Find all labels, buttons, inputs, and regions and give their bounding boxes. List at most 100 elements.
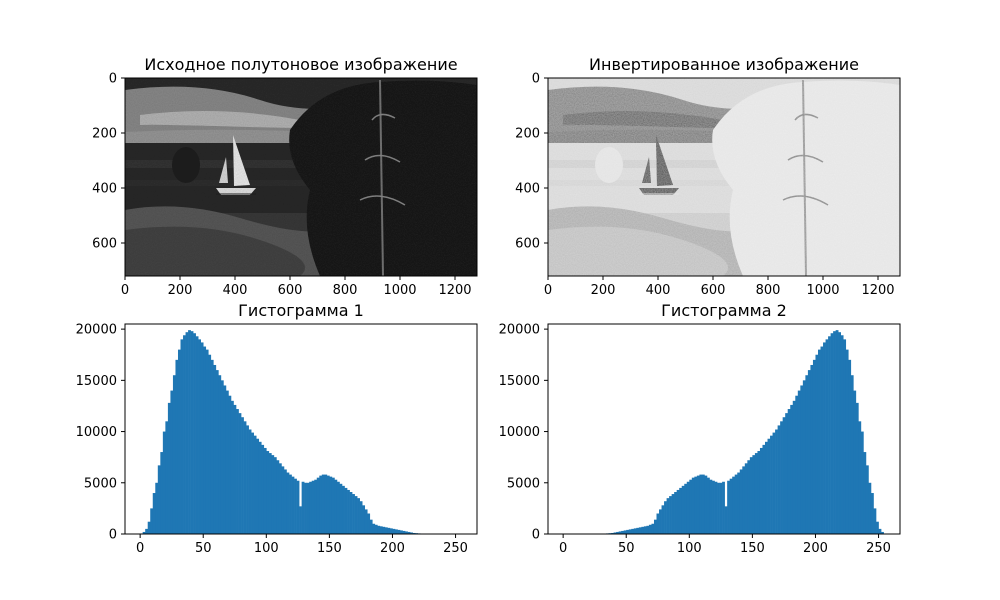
x-tick-label: 200: [591, 283, 616, 298]
histogram-bar: [215, 370, 219, 534]
histogram-bar: [802, 380, 806, 534]
histogram-bar: [324, 474, 328, 534]
histogram-bar: [812, 359, 816, 534]
histogram-bar: [767, 438, 771, 534]
histogram-bar: [344, 487, 348, 534]
histogram-bar: [666, 498, 670, 534]
y-tick-label: 200: [92, 127, 117, 142]
histogram-bar: [633, 528, 637, 534]
histogram-bar: [384, 527, 388, 534]
histogram-bar: [374, 524, 378, 534]
histogram-bar: [775, 429, 778, 534]
histogram-bar: [873, 508, 877, 534]
y-tick-label: 0: [532, 72, 540, 87]
histogram-bar: [177, 349, 181, 534]
histogram-bar: [696, 475, 700, 534]
histogram-bar: [792, 400, 796, 534]
histogram-bar: [679, 487, 683, 534]
histogram-bar: [145, 528, 149, 534]
histogram-bar: [616, 531, 619, 534]
histogram-bar: [261, 444, 265, 534]
x-tick-label: 50: [195, 541, 212, 556]
x-tick-label: 100: [254, 541, 279, 556]
histogram-bar: [334, 479, 338, 534]
histogram-bar: [830, 333, 834, 534]
histogram-bar: [253, 435, 257, 534]
histogram-bar: [203, 346, 207, 534]
x-tick-label: 200: [380, 541, 405, 556]
x-tick-label: 0: [121, 283, 129, 298]
histogram-bar: [354, 496, 358, 534]
histogram-bar: [387, 527, 391, 534]
x-tick-label: 100: [677, 541, 702, 556]
histogram-bar: [304, 482, 307, 534]
histogram-bar: [410, 532, 413, 534]
histogram-bar: [762, 444, 766, 534]
histogram-bar: [638, 527, 642, 534]
histogram-bar: [180, 339, 184, 534]
y-tick-label: 0: [109, 528, 117, 543]
histogram-bar: [717, 482, 720, 534]
y-tick-label: 10000: [499, 425, 540, 440]
histogram-bar: [271, 455, 275, 534]
histogram-bar: [742, 466, 746, 534]
histogram-bar: [709, 479, 713, 534]
histogram-bar: [757, 451, 761, 534]
histogram-bar: [782, 417, 786, 534]
histogram-bar: [691, 477, 695, 534]
histogram-2-bars: [590, 330, 887, 534]
histogram-2-x-ticks: 0 50 100 150 200 250: [559, 534, 891, 556]
histogram-bar: [881, 531, 884, 534]
histogram-bar: [621, 530, 624, 534]
x-tick-label: 50: [618, 541, 635, 556]
histogram-bar: [152, 493, 156, 534]
histogram-bar: [150, 508, 154, 534]
y-tick-label: 200: [515, 127, 540, 142]
histogram-bar: [724, 506, 728, 534]
inverted-image-title: Инвертированное изображение: [589, 55, 859, 74]
y-tick-label: 0: [109, 72, 117, 87]
inverted-image-x-ticks: 0 200 400 600 800 1000 1200: [544, 276, 895, 298]
histogram-bar: [706, 477, 710, 534]
histogram-1-bars: [140, 330, 436, 534]
histogram-bar: [248, 429, 252, 534]
histogram-bar: [352, 494, 355, 534]
histogram-bar: [686, 481, 690, 534]
histogram-bar: [671, 494, 675, 534]
histogram-bar: [364, 509, 368, 534]
histogram-bar: [790, 404, 794, 534]
histogram-bar: [342, 485, 345, 534]
histogram-bar: [653, 519, 657, 534]
histogram-bar: [860, 431, 864, 534]
histogram-bar: [749, 457, 753, 534]
histogram-bar: [392, 528, 396, 534]
histogram-bar: [299, 506, 302, 534]
histogram-bar: [611, 532, 614, 534]
histogram-bar: [281, 466, 285, 534]
histogram-bar: [205, 349, 209, 534]
histogram-bar: [855, 402, 859, 534]
histogram-bar: [739, 469, 743, 534]
histogram-bar: [394, 529, 398, 534]
histogram-bar: [765, 441, 768, 534]
histogram-bar: [825, 339, 829, 534]
histogram-bar: [800, 385, 804, 534]
histogram-bar: [329, 476, 333, 534]
histogram-bar: [230, 400, 234, 534]
histogram-bar: [845, 349, 849, 534]
x-tick-label: 250: [866, 541, 891, 556]
histogram-bar: [278, 463, 282, 534]
x-tick-label: 0: [544, 283, 552, 298]
histogram-bar: [704, 475, 708, 534]
histogram-bar: [878, 528, 882, 534]
histogram-bar: [296, 480, 300, 534]
histogram-bar: [402, 530, 406, 534]
histogram-bar: [701, 474, 705, 534]
histogram-bar: [823, 342, 826, 534]
original-image: [125, 78, 477, 276]
histogram-bar: [397, 529, 401, 534]
histogram-bar: [623, 530, 627, 534]
histogram-bar: [210, 359, 214, 534]
histogram-bar: [863, 452, 867, 534]
histogram-bar: [828, 336, 831, 534]
